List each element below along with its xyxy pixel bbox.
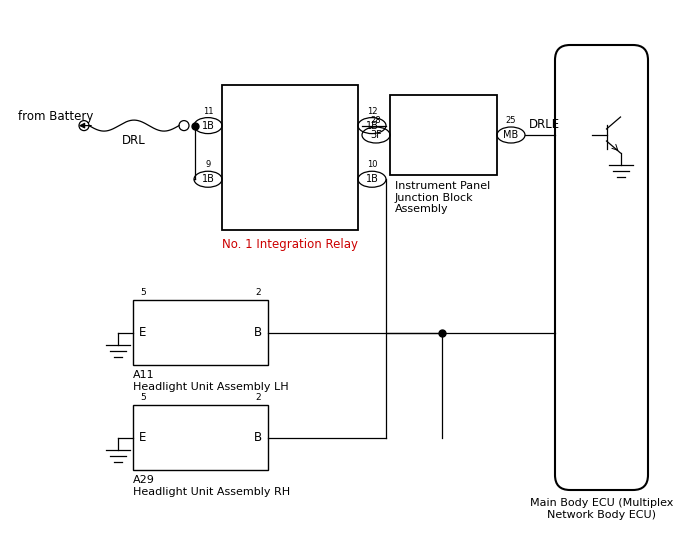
Text: from Battery: from Battery (18, 110, 94, 123)
Text: 25: 25 (506, 116, 516, 125)
Text: 1B: 1B (202, 120, 215, 130)
Text: Main Body ECU (Multiplex
Network Body ECU): Main Body ECU (Multiplex Network Body EC… (530, 498, 673, 520)
Text: 1B: 1B (202, 174, 215, 184)
Text: A11
Headlight Unit Assembly LH: A11 Headlight Unit Assembly LH (133, 370, 289, 391)
Bar (133, 300, 268, 365)
Text: A29
Headlight Unit Assembly RH: A29 Headlight Unit Assembly RH (133, 475, 290, 497)
Text: 5: 5 (140, 393, 146, 402)
Bar (222, 85, 358, 230)
Text: DRL: DRL (122, 134, 146, 147)
Text: 5: 5 (140, 288, 146, 297)
Text: Instrument Panel
Junction Block
Assembly: Instrument Panel Junction Block Assembly (395, 181, 491, 214)
Text: 1B: 1B (365, 120, 378, 130)
Text: 9: 9 (206, 160, 211, 169)
Text: E: E (139, 431, 147, 444)
Text: 12: 12 (367, 106, 377, 115)
Text: 10: 10 (367, 160, 377, 169)
Text: 2: 2 (255, 288, 261, 297)
Text: 1B: 1B (365, 174, 378, 184)
Text: No. 1 Integration Relay: No. 1 Integration Relay (222, 238, 358, 251)
Text: 11: 11 (203, 106, 213, 115)
Text: MB: MB (504, 130, 519, 140)
Text: DRLE: DRLE (529, 119, 560, 132)
Text: 2: 2 (255, 393, 261, 402)
Text: E: E (139, 326, 147, 339)
Bar (390, 95, 497, 175)
Text: B: B (254, 431, 262, 444)
Text: 3F: 3F (370, 130, 382, 140)
Bar (133, 405, 268, 470)
Text: 28: 28 (371, 116, 381, 125)
Text: B: B (254, 326, 262, 339)
